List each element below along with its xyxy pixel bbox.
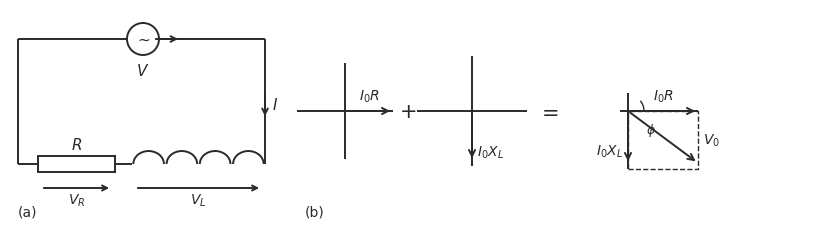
Text: $I_0R$: $I_0R$ [359, 88, 380, 105]
Text: (a): (a) [18, 205, 38, 219]
Text: $\phi$: $\phi$ [646, 121, 656, 138]
Bar [628, 112, 698, 169]
Text: $=$: $=$ [538, 101, 559, 121]
Text: $I_0X_L$: $I_0X_L$ [477, 144, 504, 161]
Text: $V$: $V$ [136, 63, 150, 79]
Text: (b): (b) [305, 205, 325, 219]
Text: $+$: $+$ [399, 101, 417, 121]
Text: $V_0$: $V_0$ [703, 132, 720, 149]
Text: $I_0R$: $I_0R$ [653, 88, 674, 105]
Text: $R$: $R$ [71, 136, 82, 152]
Text: $V_R$: $V_R$ [68, 192, 85, 208]
Text: $I_0X_L$: $I_0X_L$ [596, 143, 623, 160]
Text: $V_L$: $V_L$ [191, 192, 207, 208]
Bar [38, 156, 115, 172]
Text: $I$: $I$ [272, 97, 278, 112]
Text: $\sim$: $\sim$ [135, 31, 151, 46]
